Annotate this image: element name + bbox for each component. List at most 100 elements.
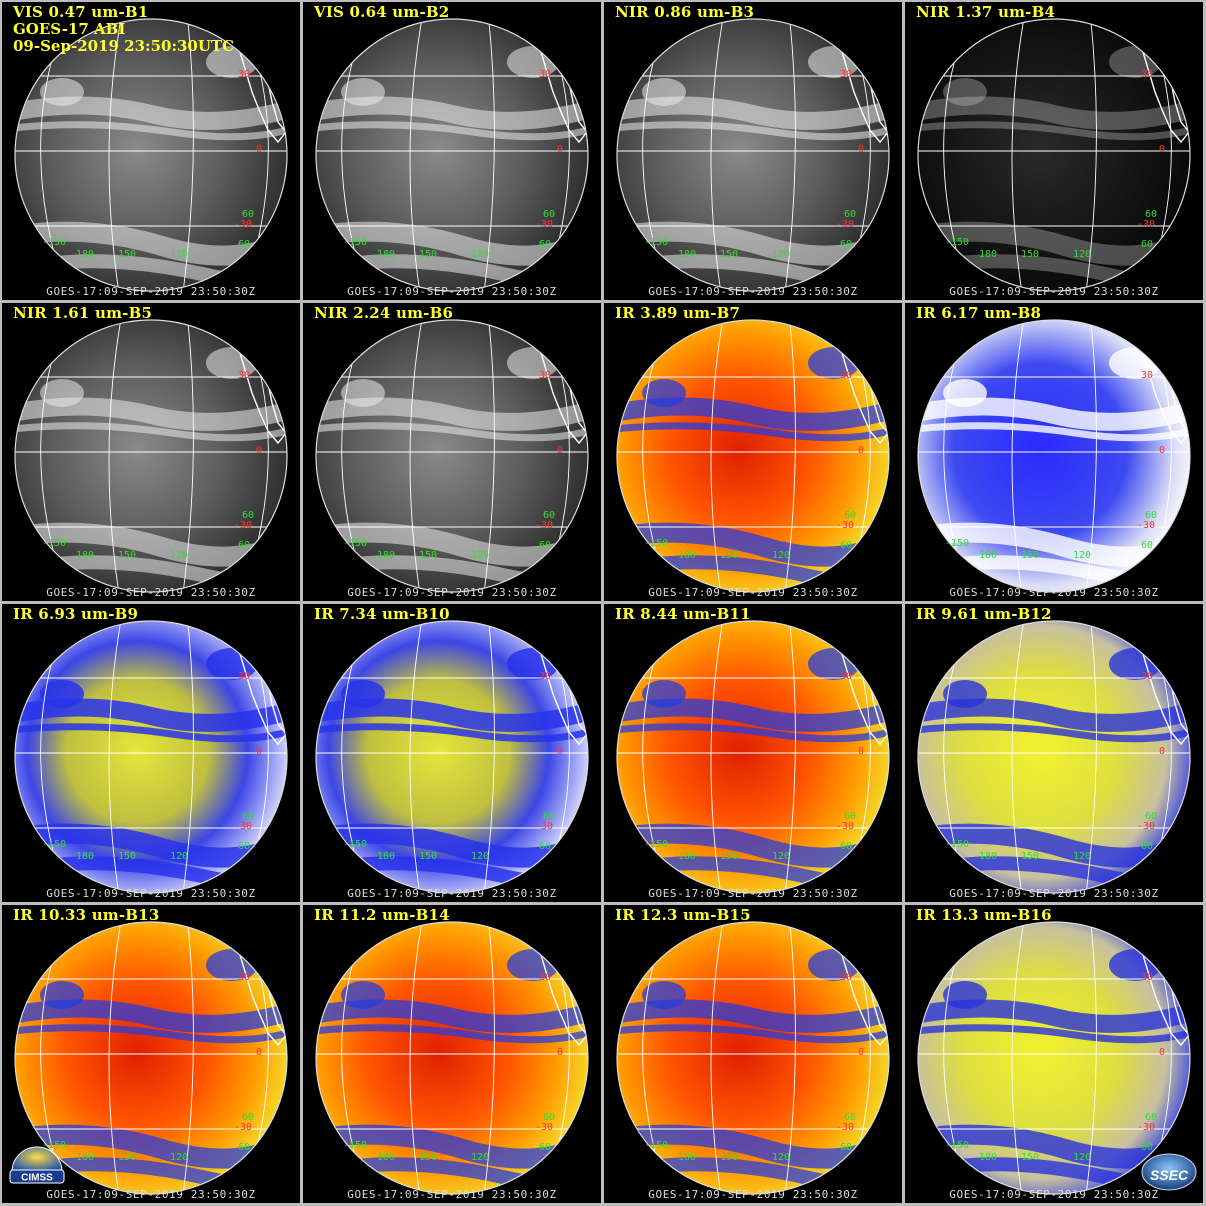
footer-timestamp: GOES-17:09-SEP-2019 23:50:30Z	[949, 586, 1159, 599]
latitude-label: -30	[535, 1122, 554, 1133]
longitude-label: 120	[471, 851, 490, 862]
footer-timestamp: GOES-17:09-SEP-2019 23:50:30Z	[949, 285, 1159, 298]
band-title: IR 6.17 um-B8	[916, 304, 1042, 322]
longitude-label: 60	[238, 1142, 251, 1153]
footer-timestamp: GOES-17:09-SEP-2019 23:50:30Z	[347, 887, 557, 900]
band-panel: 30 0 -30 60 -150 180 150 120 60 VIS 0.64 um-B2 GOE…	[303, 2, 601, 300]
longitude-label: 60	[238, 841, 251, 852]
longitude-label: 150	[118, 550, 137, 561]
longitude-label: -150	[644, 839, 669, 850]
longitude-label: 150	[720, 550, 739, 561]
longitude-label: -150	[343, 237, 368, 248]
footer-timestamp: GOES-17:09-SEP-2019 23:50:30Z	[949, 1188, 1159, 1201]
latitude-label: 0	[1159, 445, 1166, 456]
longitude-label: 150	[118, 1152, 137, 1163]
longitude-label: 150	[419, 550, 438, 561]
longitude-label: 180	[979, 550, 998, 561]
longitude-label: -150	[343, 1140, 368, 1151]
earth-disk-image	[917, 319, 1191, 593]
longitude-label: 180	[377, 550, 396, 561]
latitude-label: -30	[234, 520, 253, 531]
latitude-label: 30	[840, 69, 853, 80]
longitude-label: -150	[945, 1140, 970, 1151]
earth-disk-image	[315, 18, 589, 292]
longitude-label: -150	[42, 839, 67, 850]
latitude-label: 0	[1159, 746, 1166, 757]
longitude-label: -150	[42, 237, 67, 248]
longitude-label: 180	[678, 550, 697, 561]
longitude-label: 180	[76, 851, 95, 862]
earth-disk-image	[917, 18, 1191, 292]
band-panel: 30 0 -30 60 -150 180 150 120 60 NIR 1.37 um-B4 GOE…	[905, 2, 1203, 300]
longitude-label: -150	[945, 237, 970, 248]
longitude-label: -150	[42, 538, 67, 549]
ssec-logo-text: SSEC	[1150, 1167, 1189, 1183]
earth-disk-image	[315, 620, 589, 894]
longitude-label: 180	[76, 249, 95, 260]
band-title: IR 10.33 um-B13	[13, 906, 160, 924]
longitude-label: 60	[539, 841, 552, 852]
footer-timestamp: GOES-17:09-SEP-2019 23:50:30Z	[46, 586, 256, 599]
earth-disk-image	[616, 921, 890, 1195]
latitude-label: -30	[234, 219, 253, 230]
band-panel: 30 0 -30 60 -150 180 150 120 60 IR 13.3 um-B16 GOE…	[905, 905, 1203, 1203]
longitude-label: 150	[720, 1152, 739, 1163]
longitude-label: 120	[471, 1152, 490, 1163]
latitude-label: 30	[539, 671, 552, 682]
latitude-label: 30	[840, 972, 853, 983]
longitude-label: 150	[118, 249, 137, 260]
longitude-label: -150	[343, 538, 368, 549]
longitude-label: 180	[678, 1152, 697, 1163]
longitude-label: 120	[772, 249, 791, 260]
latitude-label: 60	[1145, 1112, 1158, 1123]
latitude-label: -30	[1137, 219, 1156, 230]
longitude-label: 150	[1021, 249, 1040, 260]
longitude-label: 180	[678, 249, 697, 260]
latitude-label: 60	[844, 209, 857, 220]
longitude-label: 180	[377, 851, 396, 862]
band-panel: 30 0 -30 60 -150 180 150 120 60 VIS 0.47 um-B1 GOE…	[2, 2, 300, 300]
longitude-label: 120	[1073, 550, 1092, 561]
latitude-label: 30	[1141, 671, 1154, 682]
latitude-label: 30	[1141, 69, 1154, 80]
latitude-label: -30	[1137, 520, 1156, 531]
latitude-label: 0	[557, 1047, 564, 1058]
latitude-label: 0	[1159, 144, 1166, 155]
footer-timestamp: GOES-17:09-SEP-2019 23:50:30Z	[347, 586, 557, 599]
latitude-label: 30	[238, 671, 251, 682]
latitude-label: -30	[836, 821, 855, 832]
latitude-label: 0	[256, 445, 263, 456]
longitude-label: 150	[1021, 851, 1040, 862]
band-panel: 30 0 -30 60 -150 180 150 120 60 IR 3.89 um-B7 GOES…	[604, 303, 902, 601]
longitude-label: 60	[539, 1142, 552, 1153]
longitude-label: 180	[979, 249, 998, 260]
latitude-label: 0	[1159, 1047, 1166, 1058]
latitude-label: 60	[242, 209, 255, 220]
latitude-label: 30	[238, 69, 251, 80]
footer-timestamp: GOES-17:09-SEP-2019 23:50:30Z	[648, 887, 858, 900]
longitude-label: 120	[170, 249, 189, 260]
latitude-label: 30	[238, 972, 251, 983]
band-title: IR 3.89 um-B7	[615, 304, 741, 322]
earth-disk-image	[917, 620, 1191, 894]
longitude-label: -150	[945, 538, 970, 549]
longitude-label: 60	[840, 841, 853, 852]
latitude-label: 60	[1145, 510, 1158, 521]
longitude-label: 120	[471, 249, 490, 260]
band-panel: 30 0 -30 60 -150 180 150 120 60 IR 12.3 um-B15 GOE…	[604, 905, 902, 1203]
longitude-label: 180	[377, 1152, 396, 1163]
latitude-label: 60	[1145, 811, 1158, 822]
latitude-label: 0	[858, 746, 865, 757]
longitude-label: 150	[419, 1152, 438, 1163]
latitude-label: -30	[234, 1122, 253, 1133]
latitude-label: 30	[840, 370, 853, 381]
longitude-label: 60	[1141, 540, 1154, 551]
longitude-label: 60	[840, 1142, 853, 1153]
band-title: VIS 0.64 um-B2	[314, 3, 450, 21]
longitude-label: 150	[419, 249, 438, 260]
latitude-label: -30	[234, 821, 253, 832]
cimss-logo-text: CIMSS	[21, 1173, 53, 1184]
latitude-label: 30	[539, 69, 552, 80]
band-title: VIS 0.47 um-B1	[13, 3, 149, 21]
latitude-label: 30	[1141, 972, 1154, 983]
